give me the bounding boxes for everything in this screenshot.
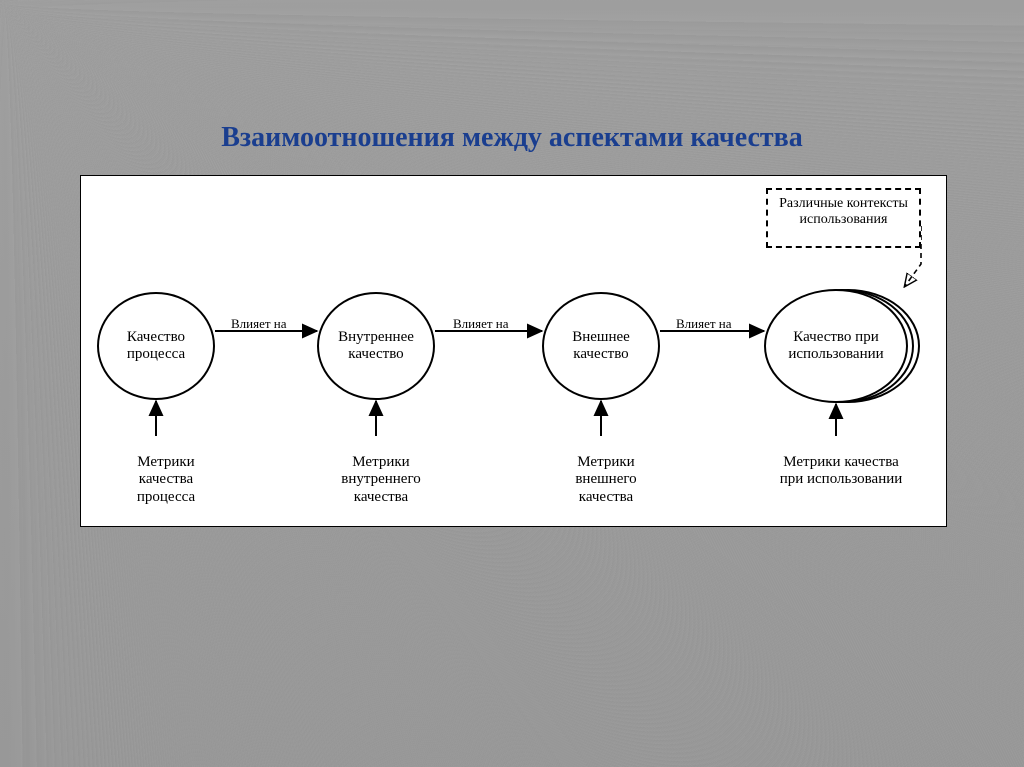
metric-label: Метрики внутреннего качества <box>326 454 436 506</box>
metric-label: Метрики качества при использовании <box>771 454 911 489</box>
node-n4: Качество при использовании <box>764 289 908 403</box>
edge-label: Влияет на <box>453 316 509 332</box>
node-n3: Внешнее качество <box>542 292 660 400</box>
edge-label: Влияет на <box>676 316 732 332</box>
diagram-panel: Качество процесса Внутреннее качество Внеш… <box>80 175 947 527</box>
page-title: Взаимоотношения между аспектами качества <box>0 122 1024 154</box>
metric-label: Метрики внешнего качества <box>551 454 661 506</box>
node-n2: Внутреннее качество <box>317 292 435 400</box>
context-box: Различные контексты использования <box>766 188 921 248</box>
edge-label: Влияет на <box>231 316 287 332</box>
node-n1: Качество процесса <box>97 292 215 400</box>
metric-label: Метрики качества процесса <box>121 454 211 506</box>
